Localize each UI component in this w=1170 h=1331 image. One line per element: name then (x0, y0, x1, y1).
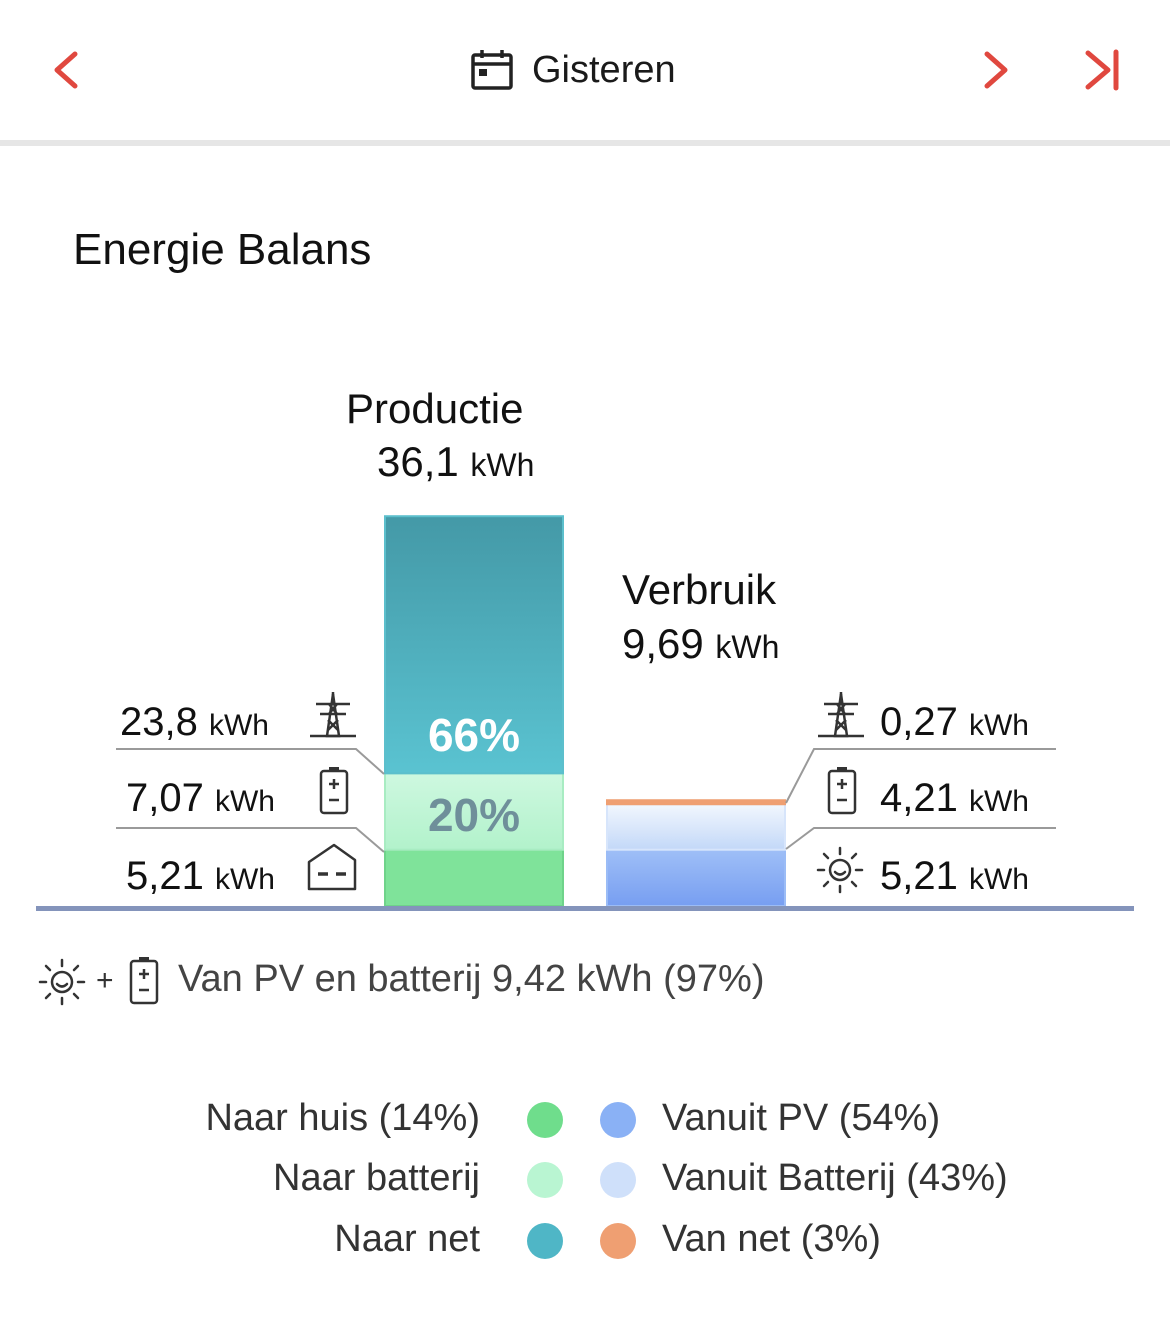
right-row-battery-number: 4,21 (880, 776, 958, 820)
bar-segment-naar-net (384, 515, 564, 775)
percent-label-naar-batterij: 20% (427, 789, 521, 841)
battery-icon (319, 767, 349, 815)
power-tower-icon (818, 692, 864, 738)
production-label: Productie (346, 385, 524, 432)
previous-day-button[interactable] (36, 42, 96, 98)
last-day-button[interactable] (1072, 42, 1132, 98)
right-row-sun-value: 5,21 kWh (880, 854, 1029, 899)
legend-label-vanuit-batterij: Vanuit Batterij (43%) (662, 1157, 1008, 1199)
production-total: 36,1 kWh (377, 438, 534, 486)
header-divider (0, 140, 1170, 146)
right-row-battery-unit: kWh (968, 785, 1029, 818)
bar-segment-naar-huis (384, 848, 564, 908)
right-row-grid-unit: kWh (968, 709, 1029, 742)
calendar-icon (471, 50, 513, 90)
connector-line-right-grid (785, 748, 1056, 804)
summary-text: Van PV en batterij 9,42 kWh (97%) (178, 958, 765, 1000)
chevron-left-icon (54, 51, 78, 89)
bar-segment-van-net (606, 799, 786, 806)
battery-icon (129, 957, 159, 1005)
legend-label-vanuit-pv: Vanuit PV (54%) (662, 1097, 941, 1139)
left-row-grid-number: 23,8 (120, 700, 198, 744)
left-row-grid-unit: kWh (208, 709, 269, 742)
right-row-sun-unit: kWh (968, 863, 1029, 896)
legend-label-naar-batterij: Naar batterij (273, 1157, 480, 1199)
sun-icon (38, 958, 86, 1006)
bar-segment-vanuit-pv (606, 848, 786, 908)
consumption-value: 9,69 (622, 620, 704, 667)
right-row-battery-value: 4,21 kWh (880, 776, 1029, 821)
connector-line-left-grid (116, 748, 385, 775)
bar-segment-naar-batterij (384, 772, 564, 851)
right-row-sun-number: 5,21 (880, 854, 958, 898)
legend-dot-van-net (600, 1223, 636, 1259)
consumption-total: 9,69 kWh (622, 620, 779, 668)
right-row-grid-value: 0,27 kWh (880, 700, 1029, 745)
summary-plus: + (96, 964, 114, 997)
connector-line-right-battery (785, 827, 1056, 850)
battery-icon (827, 767, 857, 815)
legend-label-naar-huis: Naar huis (14%) (205, 1097, 480, 1139)
left-row-battery-unit: kWh (214, 785, 275, 818)
left-row-house-number: 5,21 (126, 854, 204, 898)
left-row-grid-value: 23,8 kWh (120, 700, 269, 745)
chevron-right-icon (984, 51, 1008, 89)
left-row-battery-number: 7,07 (126, 776, 204, 820)
left-row-battery-value: 7,07 kWh (126, 776, 275, 821)
left-row-house-unit: kWh (214, 863, 275, 896)
next-day-button[interactable] (966, 42, 1026, 98)
skip-to-end-icon (1085, 49, 1119, 91)
power-tower-icon (310, 692, 356, 738)
bar-segment-vanuit-batterij (606, 803, 786, 851)
left-row-house-value: 5,21 kWh (126, 854, 275, 899)
consumption-unit: kWh (715, 629, 780, 665)
production-unit: kWh (470, 447, 535, 483)
connector-line-left-battery (116, 827, 385, 853)
legend-label-van-net: Van net (3%) (662, 1218, 881, 1260)
legend-dot-vanuit-batterij (600, 1162, 636, 1198)
right-row-grid-number: 0,27 (880, 700, 958, 744)
legend-dot-vanuit-pv (600, 1102, 636, 1138)
consumption-label: Verbruik (622, 566, 777, 613)
house-icon (307, 843, 357, 891)
date-label: Gisteren (532, 48, 676, 91)
header-bar (0, 0, 1170, 140)
legend-dot-naar-huis (527, 1102, 563, 1138)
sun-icon (816, 846, 864, 894)
legend-dot-naar-net (527, 1223, 563, 1259)
legend-dot-naar-batterij (527, 1162, 563, 1198)
percent-label-naar-net: 66% (427, 709, 521, 761)
date-selector[interactable]: Gisteren (470, 42, 676, 98)
section-title: Energie Balans (73, 225, 372, 274)
energy-balance-chart (36, 515, 1134, 911)
legend-label-naar-net: Naar net (334, 1218, 480, 1260)
production-value: 36,1 (377, 438, 459, 485)
chart-baseline (36, 906, 1134, 911)
